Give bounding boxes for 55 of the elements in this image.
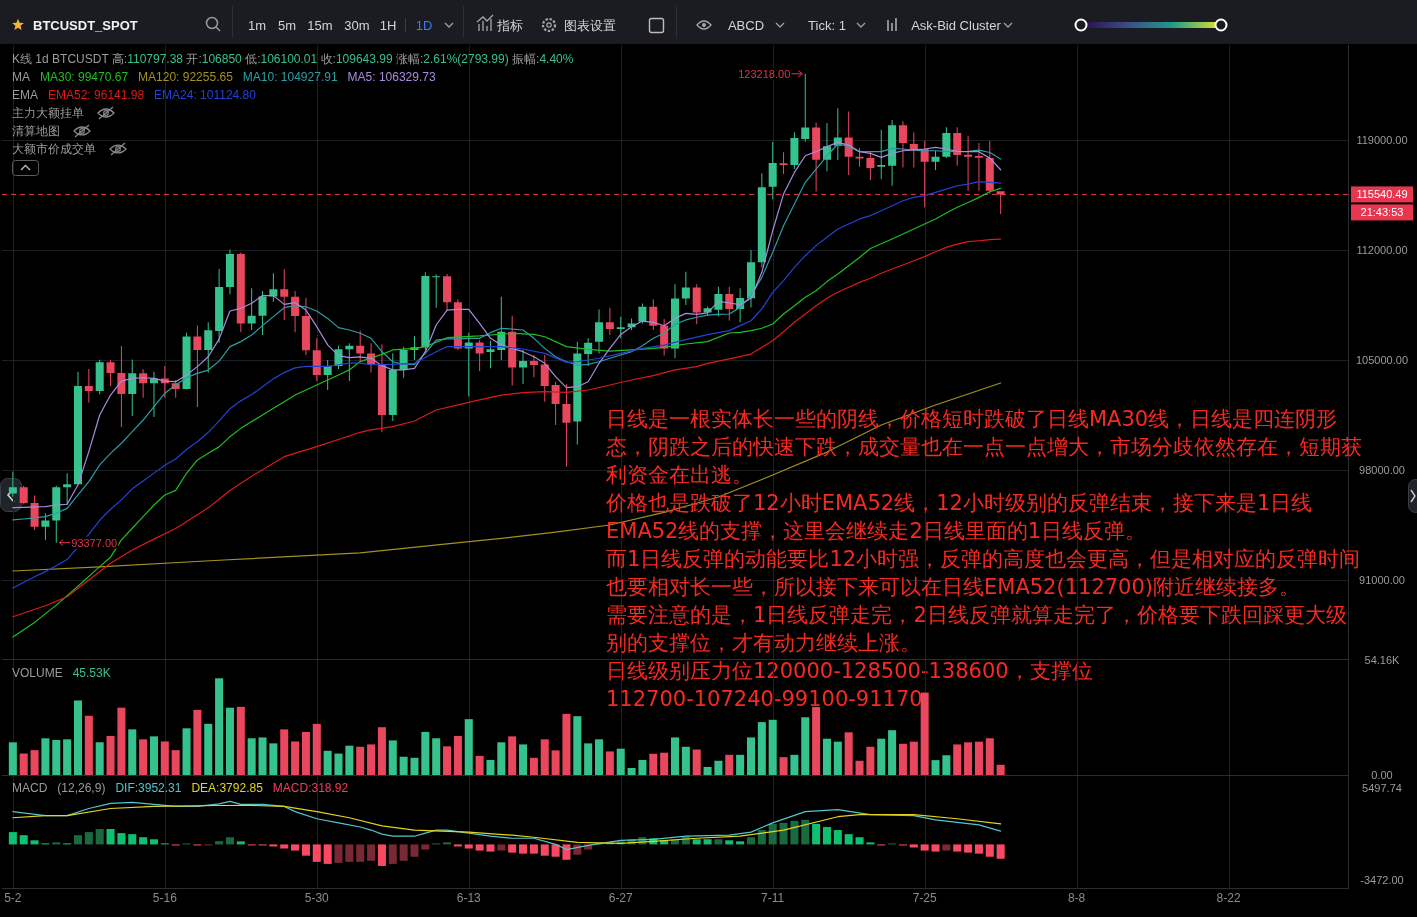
y-tick-label: 5497.74: [1362, 782, 1402, 795]
y-tick-label: -3472.00: [1360, 874, 1404, 887]
text: 图表设置: [564, 17, 616, 33]
y-tick-label: 112000.00: [1356, 244, 1408, 257]
annotation: 123218.00: [738, 67, 791, 80]
text: K线 1d BTCUSDT 高:110797.38 开:106850 低:106100.01 收:109643.99 涨幅:2.61%(2793.99) 振幅:4.40%: [12, 52, 574, 66]
x-tick-label: 8-22: [1216, 891, 1241, 905]
annotation: 清算地图: [12, 124, 60, 138]
text: MACD: [12, 781, 48, 795]
text: MA30: 99470.67: [40, 70, 129, 84]
text: BTCUSDT_SPOT: [33, 17, 138, 33]
annotation: 45.53K: [72, 666, 111, 680]
text: 1D: [415, 17, 433, 33]
text: 5m: [277, 17, 297, 33]
x-tick-label: 7-11: [761, 891, 785, 905]
x-tick-label: 6-13: [456, 891, 482, 905]
annotation: 93377.00: [71, 536, 118, 549]
text: MA120: 92255.65: [138, 70, 234, 84]
text: Ask-Bid Cluster: [911, 17, 1002, 33]
y-tick-label: 119000.00: [1356, 134, 1408, 147]
text: MA10: 104927.91: [242, 70, 338, 84]
x-tick-label: 5-16: [152, 891, 178, 905]
annotation: MA: [12, 70, 30, 84]
text: 价格也是跌破了12小时EMA52线，12小时级别的反弹结束，接下来是1日线EMA52线的支撑，这里会继续走2日线里面的1日线反弹。: [606, 491, 1313, 543]
text: 15m: [307, 17, 333, 33]
annotation: 大额市价成交单: [12, 142, 96, 156]
text: MACD:318.92: [272, 781, 349, 795]
text: 1H: [379, 17, 397, 33]
annotation: 需要注意的是，1日线反弹走完，2日线反弹就算走完了，价格要下跌回踩更大级别的支撑位，才有动力继续上涨。: [606, 602, 1348, 657]
text: 30m: [344, 17, 370, 33]
x-tick-label: 5-30: [304, 891, 330, 905]
text: 指标: [496, 17, 523, 33]
x-tick-label: 7-25: [912, 891, 937, 905]
text: ABCD: [727, 17, 765, 33]
y-tick-label: 91000.00: [1359, 573, 1405, 586]
text: 1m: [247, 17, 267, 33]
text: 21:43:53: [1360, 206, 1404, 219]
annotation: 主力大额挂单: [12, 106, 84, 120]
text: EMA24: 101124.80: [154, 88, 257, 102]
text: MA5: 106329.73: [347, 70, 436, 84]
text: (12,26,9): [57, 781, 106, 795]
y-tick-label: 98000.00: [1359, 463, 1405, 476]
x-tick-label: 8-8: [1067, 891, 1086, 905]
text: Tick: 1: [808, 17, 846, 33]
ref-line-label: 115540.49: [1356, 188, 1408, 201]
series-label: DIF:3952.31: [115, 781, 182, 795]
text: VOLUME: [12, 666, 63, 680]
x-tick-label: 6-27: [608, 891, 634, 905]
y-tick-label: 105000.00: [1356, 354, 1408, 367]
annotation: EMA: [12, 88, 39, 102]
series-label: DEA:3792.85: [191, 781, 264, 795]
text: EMA52: 96141.98: [48, 88, 145, 102]
y-tick-label: 0.00: [1371, 769, 1393, 781]
y-tick-label: 54.16K: [1364, 654, 1401, 666]
x-tick-label: 5-2: [4, 891, 22, 905]
